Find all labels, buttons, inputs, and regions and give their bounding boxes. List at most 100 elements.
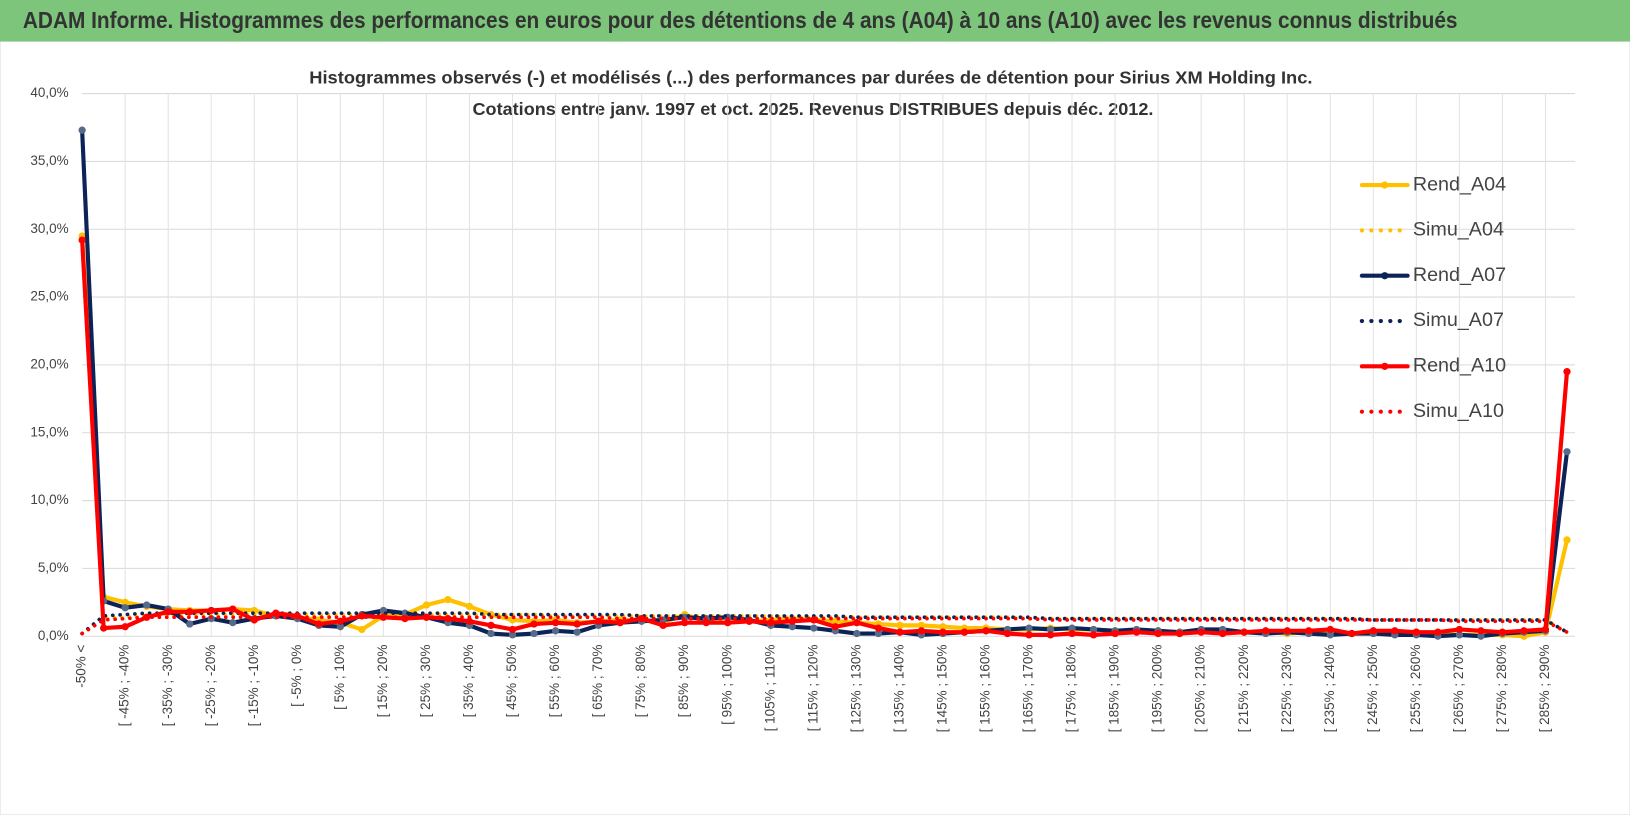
y-tick-label: 40,0% — [30, 85, 68, 100]
series-marker — [1025, 631, 1033, 639]
y-tick-label: 35,0% — [30, 153, 68, 168]
x-tick-label: [ 205% ; 210% — [1193, 645, 1208, 733]
series-marker — [530, 629, 538, 638]
x-tick-label: [ 5% ; 10% — [332, 645, 347, 710]
series-marker — [681, 619, 689, 627]
series-marker — [853, 629, 861, 638]
series-marker — [1541, 625, 1550, 634]
series-marker — [659, 621, 667, 630]
series-marker — [551, 627, 560, 635]
legend-marker — [1381, 181, 1389, 189]
y-tick-label: 10,0% — [30, 492, 68, 507]
series-line — [80, 238, 1570, 637]
series-marker — [1563, 448, 1571, 456]
legend-label: Rend_A10 — [1413, 355, 1506, 377]
series-marker — [831, 623, 839, 631]
header-title: ADAM Informe. Histogrammes des performan… — [23, 7, 1458, 33]
series-marker — [874, 624, 882, 632]
series-marker — [1477, 632, 1485, 640]
x-tick-label: [ 165% ; 170% — [1021, 645, 1036, 733]
series-marker — [508, 625, 517, 634]
series-marker — [702, 619, 710, 627]
series-marker — [551, 619, 560, 627]
series-marker — [960, 628, 969, 636]
x-tick-label: [ 75% ; 80% — [633, 645, 648, 718]
series-marker — [465, 617, 474, 625]
x-tick-label: [ 55% ; 60% — [547, 645, 562, 718]
series-marker — [1326, 631, 1334, 639]
series-marker — [1219, 629, 1227, 638]
series-marker — [164, 608, 172, 616]
x-tick-label: [ -15% ; -10% — [246, 645, 261, 727]
chart-title: Histogrammes observés (-) et modélisés (… — [309, 68, 1312, 88]
y-tick-label: 30,0% — [30, 221, 68, 236]
legend-label: Simu_A10 — [1413, 400, 1504, 422]
series-marker — [1262, 627, 1270, 635]
x-tick-label: [ 85% ; 90% — [676, 645, 691, 718]
series-marker — [336, 623, 345, 631]
legend-label: Rend_A04 — [1413, 173, 1506, 195]
series-marker — [508, 631, 517, 639]
x-tick-label: [ 265% ; 270% — [1451, 645, 1466, 733]
series-marker — [896, 628, 904, 636]
x-tick-label: [ 105% ; 110% — [762, 645, 777, 732]
series-marker — [229, 619, 237, 627]
x-tick-label: [ -25% ; -20% — [203, 645, 218, 727]
series-marker — [401, 609, 409, 617]
y-tick-label: 5,0% — [38, 560, 69, 575]
y-tick-label: 0,0% — [38, 628, 69, 643]
x-tick-label: [ -35% ; -30% — [160, 645, 175, 727]
series-line — [80, 615, 1569, 636]
series-marker — [896, 621, 904, 630]
series-marker — [121, 623, 129, 631]
x-tick-label: [ 15% ; 20% — [375, 645, 390, 718]
series-marker — [207, 606, 215, 615]
series-marker — [1455, 631, 1464, 639]
y-tick-label: 20,0% — [30, 356, 68, 371]
series-marker — [573, 628, 581, 636]
legend-marker — [1381, 362, 1389, 370]
series-marker — [1283, 627, 1291, 635]
series-marker — [1197, 628, 1205, 636]
series-marker — [78, 236, 86, 244]
x-tick-label: [ 145% ; 150% — [934, 645, 949, 733]
series-marker — [1477, 627, 1485, 635]
x-tick-label: [ 135% ; 140% — [891, 645, 906, 733]
series-marker — [1111, 629, 1119, 638]
series-marker — [465, 602, 474, 611]
y-tick-label: 25,0% — [30, 289, 68, 304]
x-tick-label: [ 215% ; 220% — [1236, 645, 1251, 733]
series-marker — [1046, 631, 1055, 639]
series-marker — [853, 619, 861, 627]
x-tick-label: [ 155% ; 160% — [978, 645, 993, 733]
series-marker — [1046, 625, 1055, 634]
series-marker — [487, 621, 495, 630]
y-tick-label: 15,0% — [30, 424, 68, 439]
series-marker — [358, 625, 366, 634]
series-line — [80, 128, 1570, 639]
series-marker — [573, 620, 581, 628]
x-tick-label: [ 35% ; 40% — [461, 645, 476, 718]
x-tick-label: [ 125% ; 130% — [848, 645, 863, 733]
series-marker — [186, 620, 194, 628]
series-marker — [638, 614, 646, 623]
series-marker — [1089, 631, 1098, 639]
header-bar — [0, 0, 1630, 42]
series-marker — [1025, 624, 1033, 632]
x-tick-label: [ -45% ; -40% — [117, 645, 132, 727]
series-marker — [444, 595, 452, 604]
x-tick-label: [ -5% ; 0% — [289, 645, 304, 707]
series-marker — [1240, 628, 1248, 636]
chart-subtitle: Cotations entre janv. 1997 et oct. 2025.… — [472, 99, 1153, 119]
series-marker — [1498, 628, 1507, 636]
x-tick-label: [ 65% ; 70% — [590, 645, 605, 718]
series-marker — [939, 623, 947, 631]
series-marker — [810, 624, 818, 632]
series-marker — [121, 598, 129, 606]
series-marker — [1563, 368, 1571, 376]
series-marker — [1369, 627, 1377, 635]
series-marker — [1455, 625, 1464, 634]
